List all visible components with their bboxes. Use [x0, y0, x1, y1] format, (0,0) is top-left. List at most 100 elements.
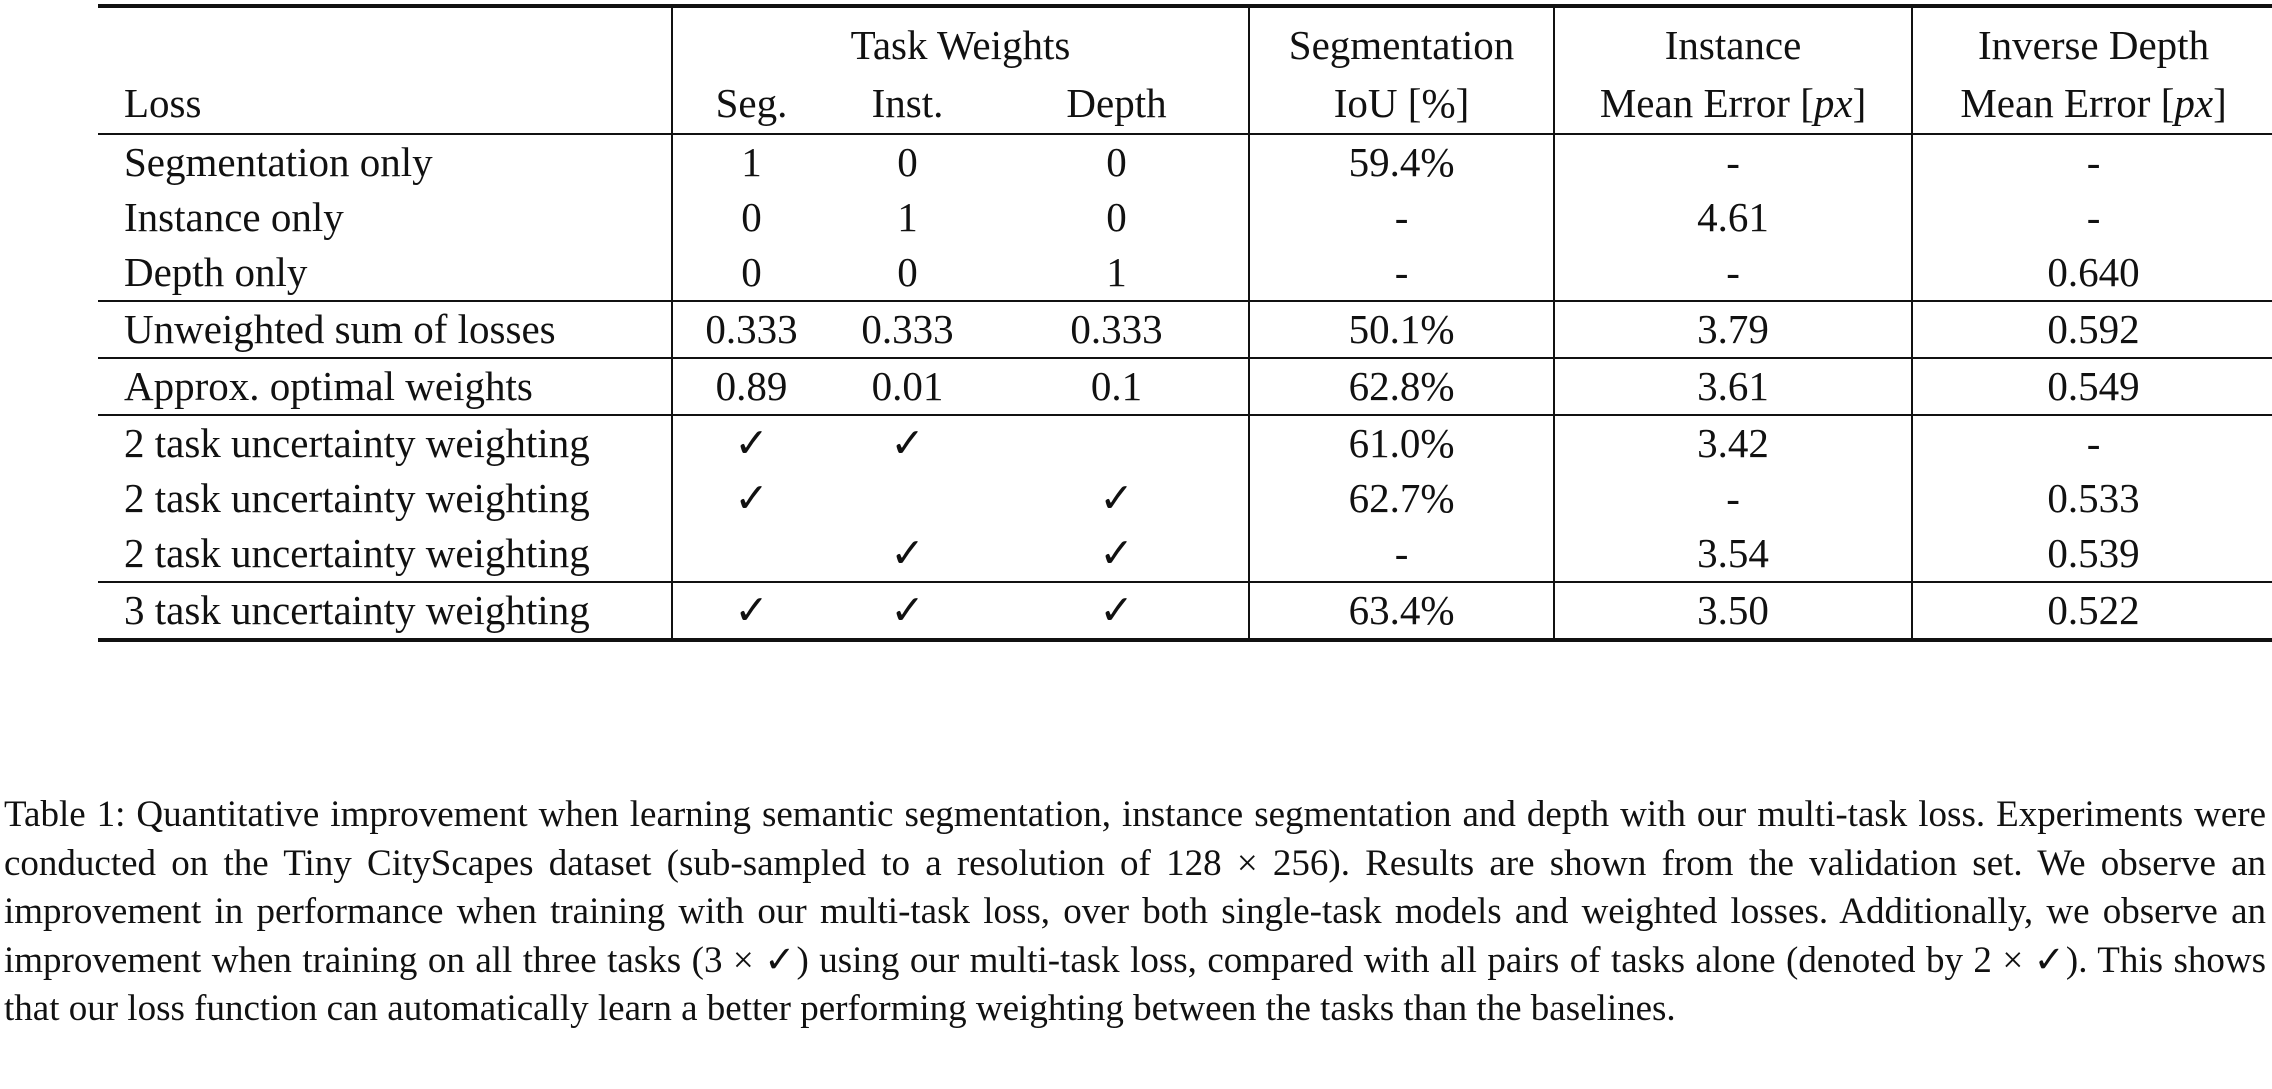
table-row: 2 task uncertainty weighting ✓ ✓ 61.0% 3.42 -	[98, 415, 2272, 471]
cell-inst-weight: 1	[897, 194, 918, 240]
header-depth-error-prefix: Mean Error [	[1960, 80, 2175, 126]
cell-inst-weight: 0.333	[861, 306, 954, 352]
cell-seg-weight	[672, 526, 830, 582]
cell-loss: 2 task uncertainty weighting	[98, 415, 673, 471]
cell-seg-weight: 0.89	[715, 363, 788, 409]
table-row: 2 task uncertainty weighting ✓ ✓ -3.54 0.539	[98, 526, 2272, 582]
cell-depth-weight	[985, 415, 1251, 471]
caption-times-3: ×	[2002, 939, 2024, 981]
table-row: Unweighted sum of losses 0.333 0.333 0.333 5…	[98, 301, 2272, 358]
table-caption: Table 1: Quantitative improvement when l…	[4, 791, 2266, 1034]
cell-instance-error: -	[1554, 471, 1914, 526]
cell-seg-iou: -	[1249, 245, 1556, 301]
table-body: Segmentation only 1 0 0 59.4% - - Instance only…	[98, 134, 2272, 640]
cell-seg-iou: 61.0%	[1249, 415, 1556, 471]
cell-inst-weight: 0	[897, 139, 918, 185]
cell-instance-error: 3.50	[1554, 582, 1914, 640]
cell-loss: Segmentation only	[98, 134, 673, 190]
cell-instance-error: -	[1554, 245, 1914, 301]
header-instance-error-prefix: Mean Error [	[1599, 80, 1814, 126]
cell-instance-error: 3.42	[1554, 415, 1914, 471]
table-row: Segmentation only 1 0 0 59.4% - -	[98, 134, 2272, 190]
header-instance-error: Mean Error [px]	[1554, 76, 1914, 134]
caption-times-2: ×	[732, 939, 754, 981]
table-row: 2 task uncertainty weighting ✓ ✓ 62.7% -0.53…	[98, 471, 2272, 526]
table-row: Approx. optimal weights 0.89 0.01 0.1 62.8% 3…	[98, 358, 2272, 415]
cell-loss: 2 task uncertainty weighting	[98, 471, 673, 526]
cell-instance-error: 3.79	[1554, 301, 1914, 358]
table-row: Depth only 0 0 1- -0.640	[98, 245, 2272, 301]
results-table: Task Weights Segmentation Instance Inver…	[98, 4, 2272, 642]
header-instance: Instance	[1554, 6, 1914, 76]
header-spacer	[98, 6, 673, 76]
cell-seg-iou: -	[1249, 526, 1556, 582]
caption-res-b: 256	[1272, 842, 1329, 884]
cell-inst-weight: ✓	[890, 587, 925, 633]
cell-depth-error: 0.640	[2047, 249, 2140, 295]
caption-check-1: ✓	[764, 939, 797, 981]
caption-check-2: ✓	[2033, 939, 2066, 981]
header-seg: Seg.	[715, 80, 788, 126]
caption-part-3: ) using our multi-task loss, compared wi…	[796, 939, 1974, 981]
cell-depth-weight: ✓	[985, 526, 1251, 582]
caption-two: 2	[1973, 939, 1992, 981]
cell-inst-weight: 0	[897, 249, 918, 295]
header-loss: Loss	[98, 76, 673, 134]
cell-loss: Depth only	[98, 245, 673, 301]
cell-loss: 2 task uncertainty weighting	[98, 526, 673, 582]
cell-seg-iou: 59.4%	[1249, 134, 1556, 190]
header-depth-error-suffix: ]	[2213, 80, 2227, 126]
cell-seg-iou: 50.1%	[1249, 301, 1556, 358]
cell-depth-weight: 1	[985, 245, 1251, 301]
header-depth-error: Mean Error [px]	[1912, 76, 2272, 134]
cell-instance-error: 4.61	[1554, 190, 1914, 245]
table-row: 3 task uncertainty weighting ✓ ✓ ✓ 63.4% 3.50…	[98, 582, 2272, 640]
cell-depth-error: -	[2086, 420, 2101, 466]
header-depth-unit: px	[2174, 80, 2214, 126]
cell-inst-weight: ✓	[890, 530, 925, 576]
caption-part-2: ). Results are shown from the validation…	[4, 842, 2267, 981]
header-iou: IoU [%]	[1249, 76, 1556, 134]
header-task-weights: Task Weights	[672, 6, 1251, 76]
cell-seg-iou: 62.8%	[1249, 358, 1556, 415]
cell-inst-weight	[830, 471, 985, 526]
cell-depth-weight: ✓	[985, 582, 1251, 640]
cell-seg-weight: 0	[741, 194, 762, 240]
header-inst: Inst.	[871, 80, 944, 126]
cell-depth-weight: 0	[985, 134, 1251, 190]
cell-loss: Unweighted sum of losses	[98, 301, 673, 358]
cell-instance-error: 3.54	[1554, 526, 1914, 582]
cell-loss: Approx. optimal weights	[98, 358, 673, 415]
table-header: Task Weights Segmentation Instance Inver…	[98, 6, 2272, 134]
header-instance-error-suffix: ]	[1852, 80, 1867, 126]
cell-seg-iou: 63.4%	[1249, 582, 1556, 640]
cell-depth-weight: 0	[985, 190, 1251, 245]
header-depth: Depth	[985, 76, 1251, 134]
cell-depth-weight: 0.1	[985, 358, 1251, 415]
cell-seg-weight: ✓	[734, 475, 769, 521]
cell-seg-weight: ✓	[734, 420, 769, 466]
cell-depth-error: 0.522	[2047, 587, 2140, 633]
cell-loss: 3 task uncertainty weighting	[98, 582, 673, 640]
header-instance-unit: px	[1813, 80, 1853, 126]
caption-times-1: ×	[1236, 842, 1258, 884]
cell-seg-iou: 62.7%	[1249, 471, 1556, 526]
cell-depth-error: -	[2086, 139, 2101, 185]
cell-depth-weight: ✓	[985, 471, 1251, 526]
cell-depth-error: 0.539	[2047, 530, 2140, 576]
results-table-container: Task Weights Segmentation Instance Inver…	[98, 4, 2272, 642]
header-inverse-depth: Inverse Depth	[1977, 21, 2210, 68]
cell-seg-weight: 0.333	[705, 306, 798, 352]
cell-inst-weight: ✓	[890, 420, 925, 466]
caption-part-4: ). This shows that our loss function can…	[4, 939, 2267, 1030]
cell-depth-error: -	[2086, 194, 2101, 240]
caption-res-a: 128	[1166, 842, 1222, 884]
caption-part-1: Table 1: Quantitative improvement when l…	[4, 794, 2266, 884]
cell-depth-error: 0.549	[2047, 363, 2140, 409]
table-row: Instance only 0 1 0-4.61-	[98, 190, 2272, 245]
cell-seg-weight: 1	[741, 139, 762, 185]
cell-loss: Instance only	[98, 190, 673, 245]
cell-instance-error: 3.61	[1554, 358, 1914, 415]
cell-inst-weight: 0.01	[871, 363, 944, 409]
cell-depth-weight: 0.333	[985, 301, 1251, 358]
